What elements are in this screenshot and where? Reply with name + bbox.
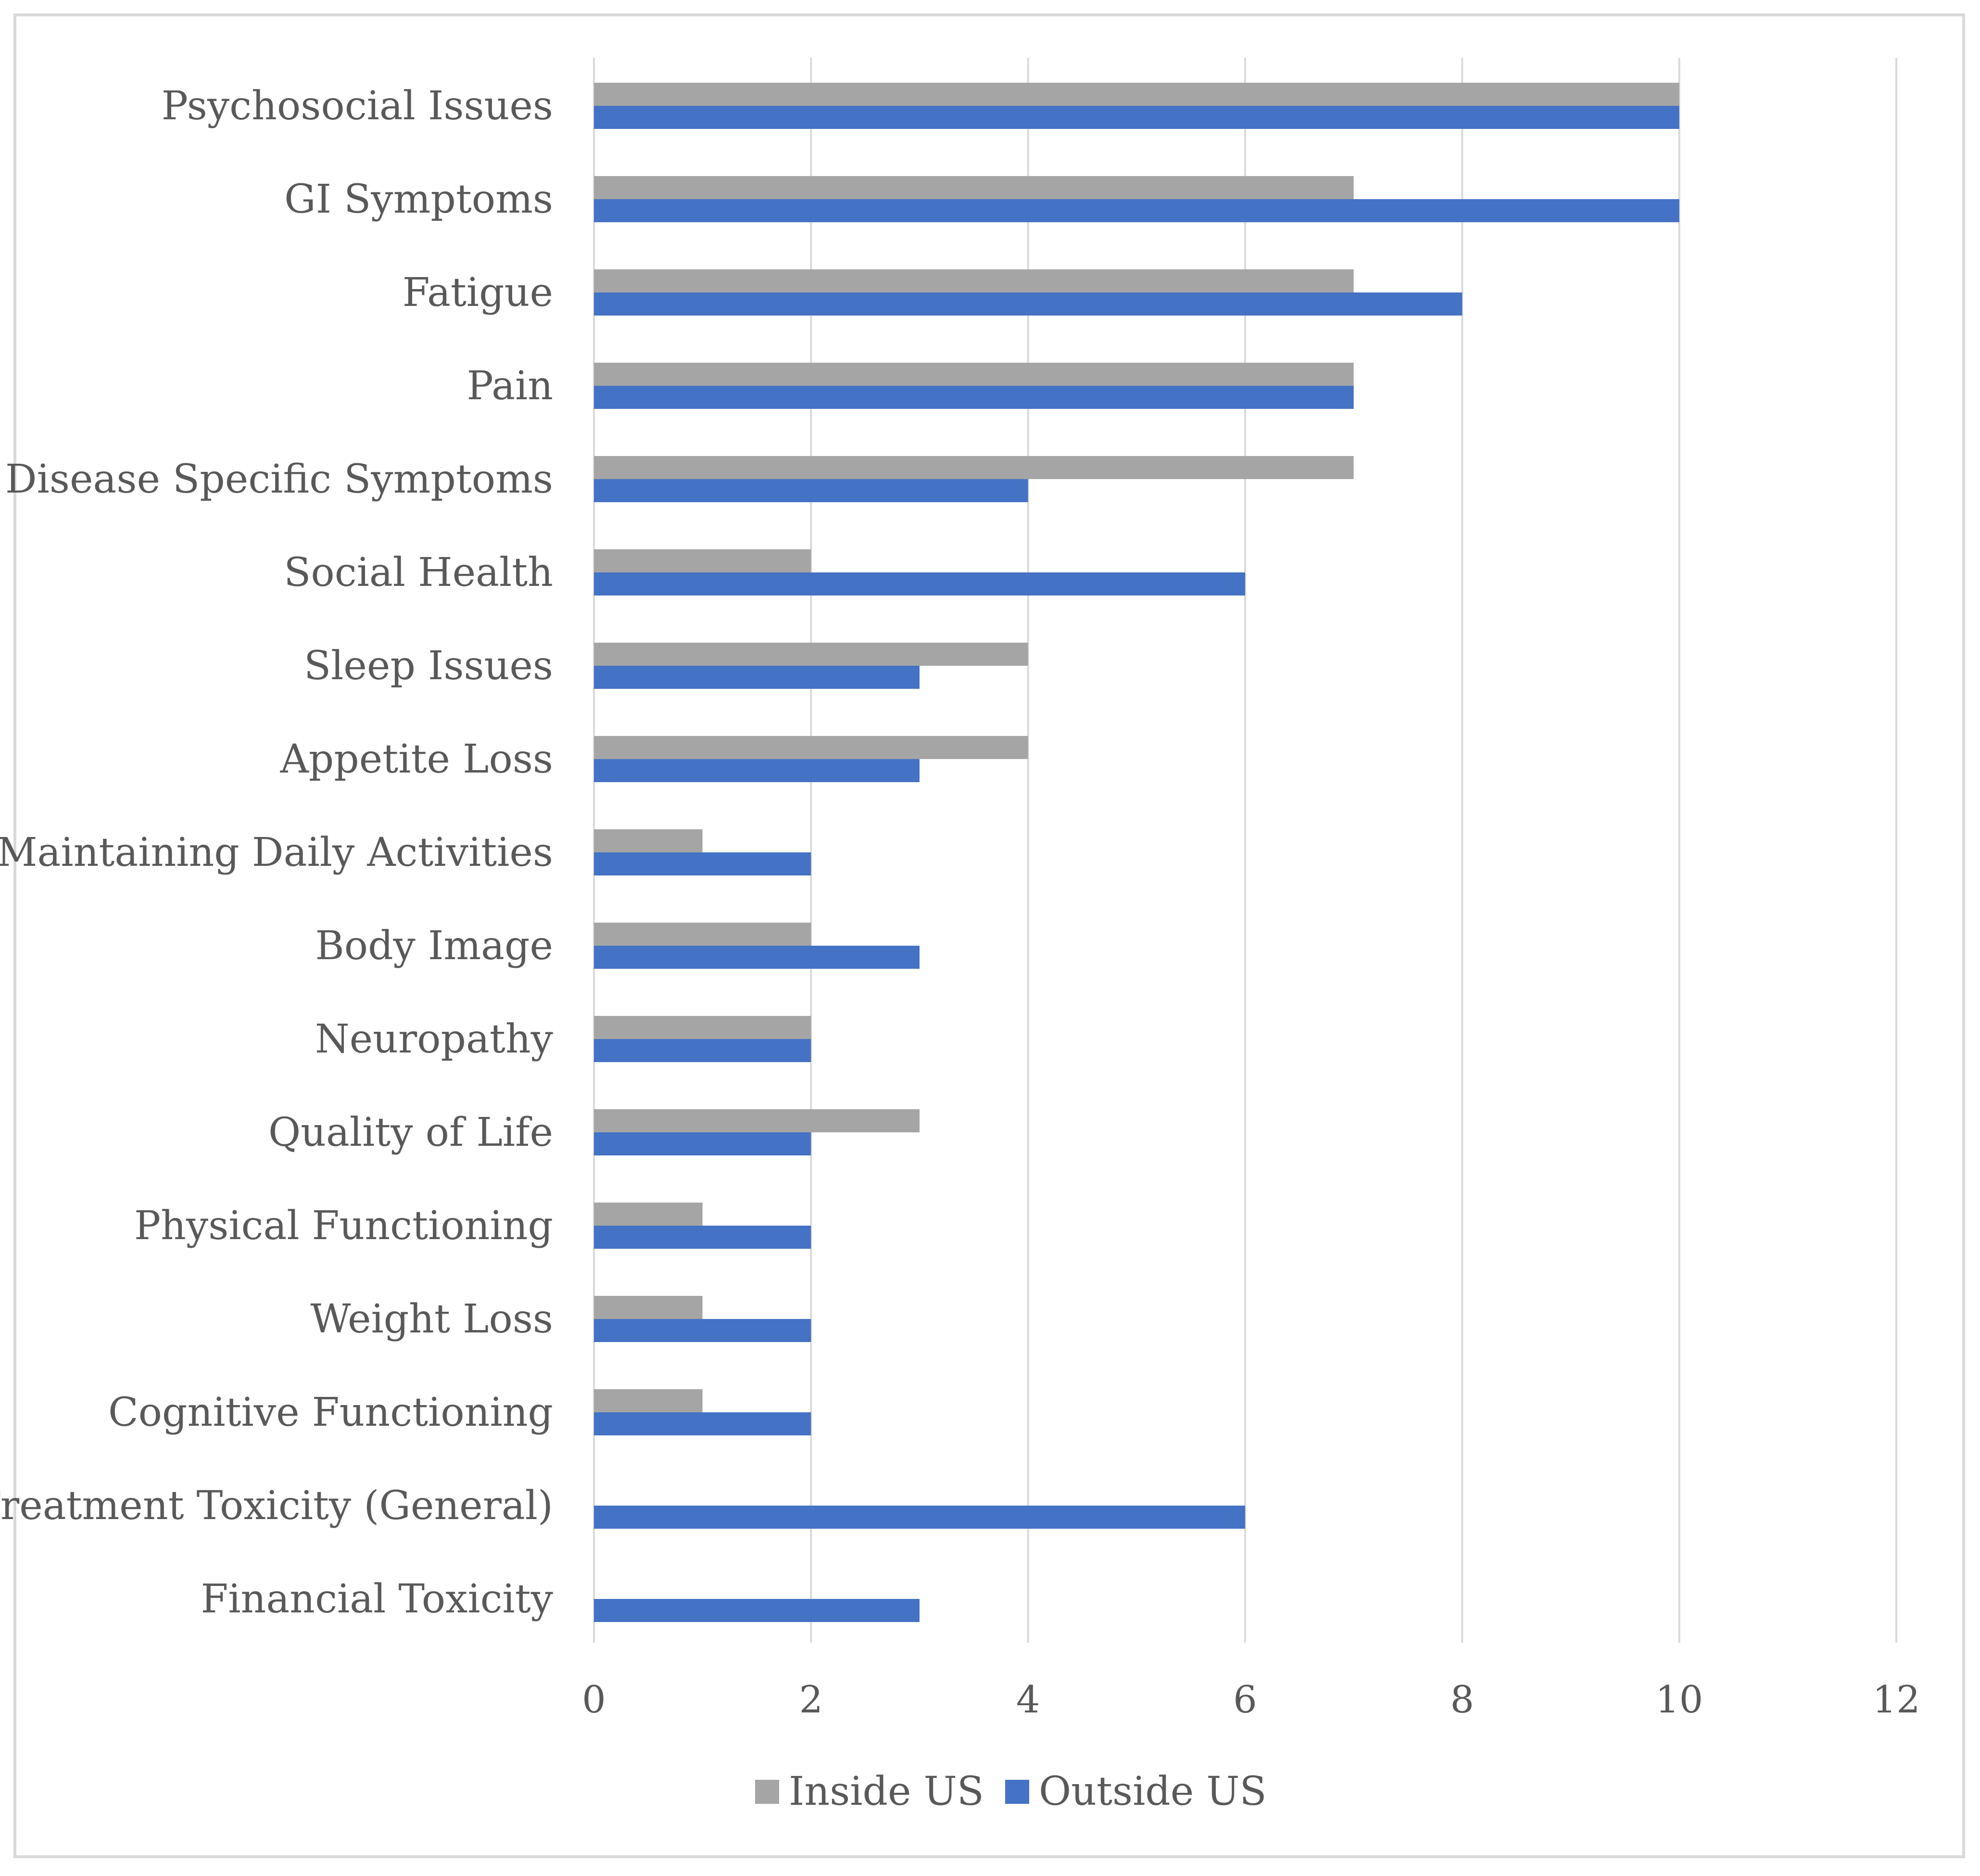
bar-outside-us [594,1319,811,1342]
category-label: Treatment Toxicity (General) [0,1483,553,1529]
x-tick-label: 0 [582,1678,606,1722]
bar-inside-us [594,736,1028,759]
category-label: Disease Specific Symptoms [5,456,553,502]
bar-inside-us [594,363,1354,386]
bar-inside-us [594,1109,920,1132]
category-label: Appetite Loss [280,736,553,782]
category-label: Neuropathy [315,1016,554,1062]
bar-inside-us [594,549,811,572]
bar-inside-us [594,829,703,852]
legend-label-inside-us: Inside US [789,1769,984,1814]
category-label: Financial Toxicity [201,1576,553,1622]
category-label: Body Image [315,923,553,969]
category-label: Weight Loss [310,1296,553,1342]
x-tick-label: 12 [1872,1678,1920,1722]
bar-outside-us [594,292,1463,316]
bar-outside-us [594,1039,811,1062]
category-label: Psychosocial Issues [162,83,553,129]
legend: Inside US Outside US [755,1769,1267,1814]
bar-inside-us [594,1016,811,1039]
category-label: Sleep Issues [304,643,553,689]
bar-outside-us [594,106,1679,129]
bar-outside-us [594,1412,811,1435]
chart-frame [13,13,1965,1858]
bar-inside-us [594,176,1354,199]
bar-outside-us [594,1599,920,1622]
bar-outside-us [594,1226,811,1249]
bar-inside-us [594,643,1028,666]
category-label: Maintaining Daily Activities [0,830,553,875]
legend-swatch-outside-us [1005,1780,1029,1804]
bar-inside-us [594,269,1354,292]
category-label: Social Health [284,550,553,596]
category-label: Physical Functioning [134,1203,553,1249]
x-tick-label: 6 [1233,1678,1257,1722]
category-label: Fatigue [403,270,553,316]
bar-inside-us [594,456,1354,479]
bar-outside-us [594,852,811,875]
category-label: Pain [467,363,553,409]
bar-outside-us [594,386,1354,409]
category-labels: Psychosocial Issues GI Symptoms Fatigue Pai… [0,83,554,1622]
x-tick-label: 4 [1016,1678,1040,1722]
bar-inside-us [594,1203,703,1226]
bar-outside-us [594,946,920,969]
bars [594,83,1679,1622]
bar-outside-us [594,199,1679,222]
x-tick-label: 10 [1655,1678,1703,1722]
bar-outside-us [594,759,920,782]
bar-inside-us [594,1389,703,1412]
x-axis-tick-labels: 0 2 4 6 8 10 12 [582,1678,1920,1722]
bar-inside-us [594,83,1679,106]
bar-outside-us [594,666,920,689]
legend-label-outside-us: Outside US [1039,1769,1267,1814]
category-label: GI Symptoms [284,177,553,222]
x-tick-label: 8 [1450,1678,1475,1722]
bar-outside-us [594,572,1245,596]
category-label: Cognitive Functioning [108,1390,553,1435]
bar-inside-us [594,1296,703,1319]
x-tick-label: 2 [799,1678,823,1722]
legend-swatch-inside-us [755,1780,779,1804]
bar-outside-us [594,1132,811,1155]
bar-outside-us [594,479,1028,502]
bar-outside-us [594,1506,1245,1529]
gridlines [593,58,1897,1643]
category-label: Quality of Life [268,1110,553,1155]
bar-inside-us [594,923,811,946]
